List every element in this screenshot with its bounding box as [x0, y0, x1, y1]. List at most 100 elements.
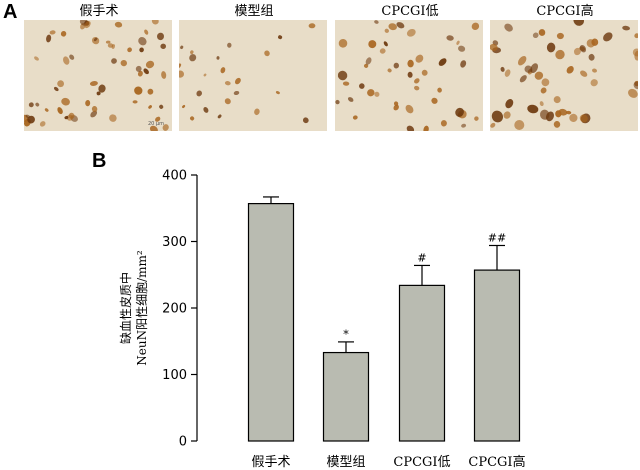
stained-cell [503, 111, 511, 119]
stained-cell [414, 78, 420, 84]
stained-cell [347, 97, 354, 102]
stained-cell [460, 60, 467, 68]
stained-cell [342, 81, 350, 86]
y-tick-label: 0 [179, 435, 187, 450]
stained-cell [538, 29, 546, 36]
stained-cell [63, 56, 70, 65]
stained-cell [387, 68, 392, 73]
category-label: 模型组 [326, 455, 365, 470]
stained-cell [53, 86, 59, 92]
stained-cell [234, 77, 241, 85]
stained-cell [143, 68, 149, 75]
stained-cell [590, 79, 598, 87]
stained-cell [579, 114, 588, 123]
category-label: CPCGI高 [468, 454, 525, 470]
stained-cell [111, 58, 117, 64]
stained-cell [224, 98, 231, 105]
stained-cell [569, 113, 578, 123]
bar [247, 202, 295, 442]
stained-cell [308, 23, 316, 29]
stained-cell [111, 44, 115, 49]
stained-cell [151, 20, 159, 25]
stained-cell [539, 109, 550, 120]
stained-cell [179, 63, 182, 68]
stained-cell [149, 125, 158, 131]
bar [398, 284, 446, 442]
stained-cell [68, 112, 75, 119]
stained-cell [379, 48, 386, 54]
stained-cell [96, 91, 101, 96]
stained-cell [39, 121, 46, 127]
stained-cell [415, 54, 424, 63]
stained-cell [527, 104, 539, 114]
stained-cell [148, 105, 152, 109]
stained-cell [127, 47, 132, 53]
micrograph-sham: 20 μm [24, 20, 172, 131]
stained-cell [203, 106, 209, 113]
stained-cell [365, 57, 372, 65]
stained-cell [302, 117, 309, 124]
stained-cell [364, 63, 369, 68]
stained-cell [144, 29, 149, 35]
micrograph-model [179, 20, 327, 131]
stained-cell [440, 120, 447, 127]
stained-cell [160, 43, 166, 50]
y-tick-label: 100 [162, 368, 187, 383]
stained-cell [532, 32, 539, 39]
stained-cell [227, 42, 232, 48]
stained-cell [189, 54, 197, 62]
stained-cell [139, 47, 144, 53]
y-axis-title: 缺血性皮质中 NeuN阳性细胞/mm² [118, 250, 149, 366]
stained-cell [579, 45, 587, 53]
stained-cell [25, 114, 31, 119]
stained-cell [500, 66, 505, 72]
stained-cell [216, 56, 220, 60]
stained-cell [275, 91, 280, 95]
stained-cell [114, 21, 123, 28]
stained-cell [471, 22, 480, 30]
stained-cell [28, 102, 34, 108]
y-tick-label: 200 [162, 302, 187, 317]
stained-cell [134, 86, 143, 95]
stained-cell [203, 73, 207, 77]
stained-cell [367, 89, 375, 97]
stained-cell [421, 69, 428, 76]
tissue-background [179, 20, 327, 131]
stained-cell [566, 66, 574, 74]
stained-cell [155, 116, 161, 122]
stained-cell [60, 31, 67, 37]
stained-cell [93, 37, 98, 42]
stained-cell [407, 71, 413, 78]
panel-b-letter: B [92, 150, 107, 172]
y-tick-label: 300 [162, 235, 187, 250]
stained-cell [431, 97, 438, 104]
stained-cell [374, 91, 380, 97]
stained-cell [505, 98, 514, 109]
stained-cell [147, 88, 154, 95]
stained-cell [514, 120, 525, 130]
stained-cell [556, 32, 564, 40]
stained-cell [622, 25, 630, 31]
stained-cell [384, 28, 389, 33]
stained-cell [438, 58, 447, 66]
stained-cell [407, 59, 414, 68]
stained-cell [337, 70, 348, 81]
stained-cell [555, 49, 565, 60]
stained-cell [393, 62, 400, 69]
stained-cell [91, 106, 98, 112]
stained-cell [461, 123, 467, 128]
stained-cell [588, 53, 595, 61]
stained-cell [179, 70, 184, 78]
stained-cell [530, 63, 539, 73]
stained-cell [504, 23, 513, 32]
stained-cell [196, 90, 202, 97]
stained-cell [64, 115, 69, 120]
stained-cell [388, 23, 397, 31]
stained-cell [456, 40, 460, 45]
stained-cell [633, 81, 638, 90]
bar-chart: 缺血性皮质中 NeuN阳性细胞/mm² 0 100 200 300 400 假手术 * 模型… [118, 169, 526, 470]
stained-cell [393, 104, 399, 111]
stained-cell [474, 116, 479, 121]
stained-cell [35, 102, 40, 107]
stained-cell [44, 108, 49, 112]
